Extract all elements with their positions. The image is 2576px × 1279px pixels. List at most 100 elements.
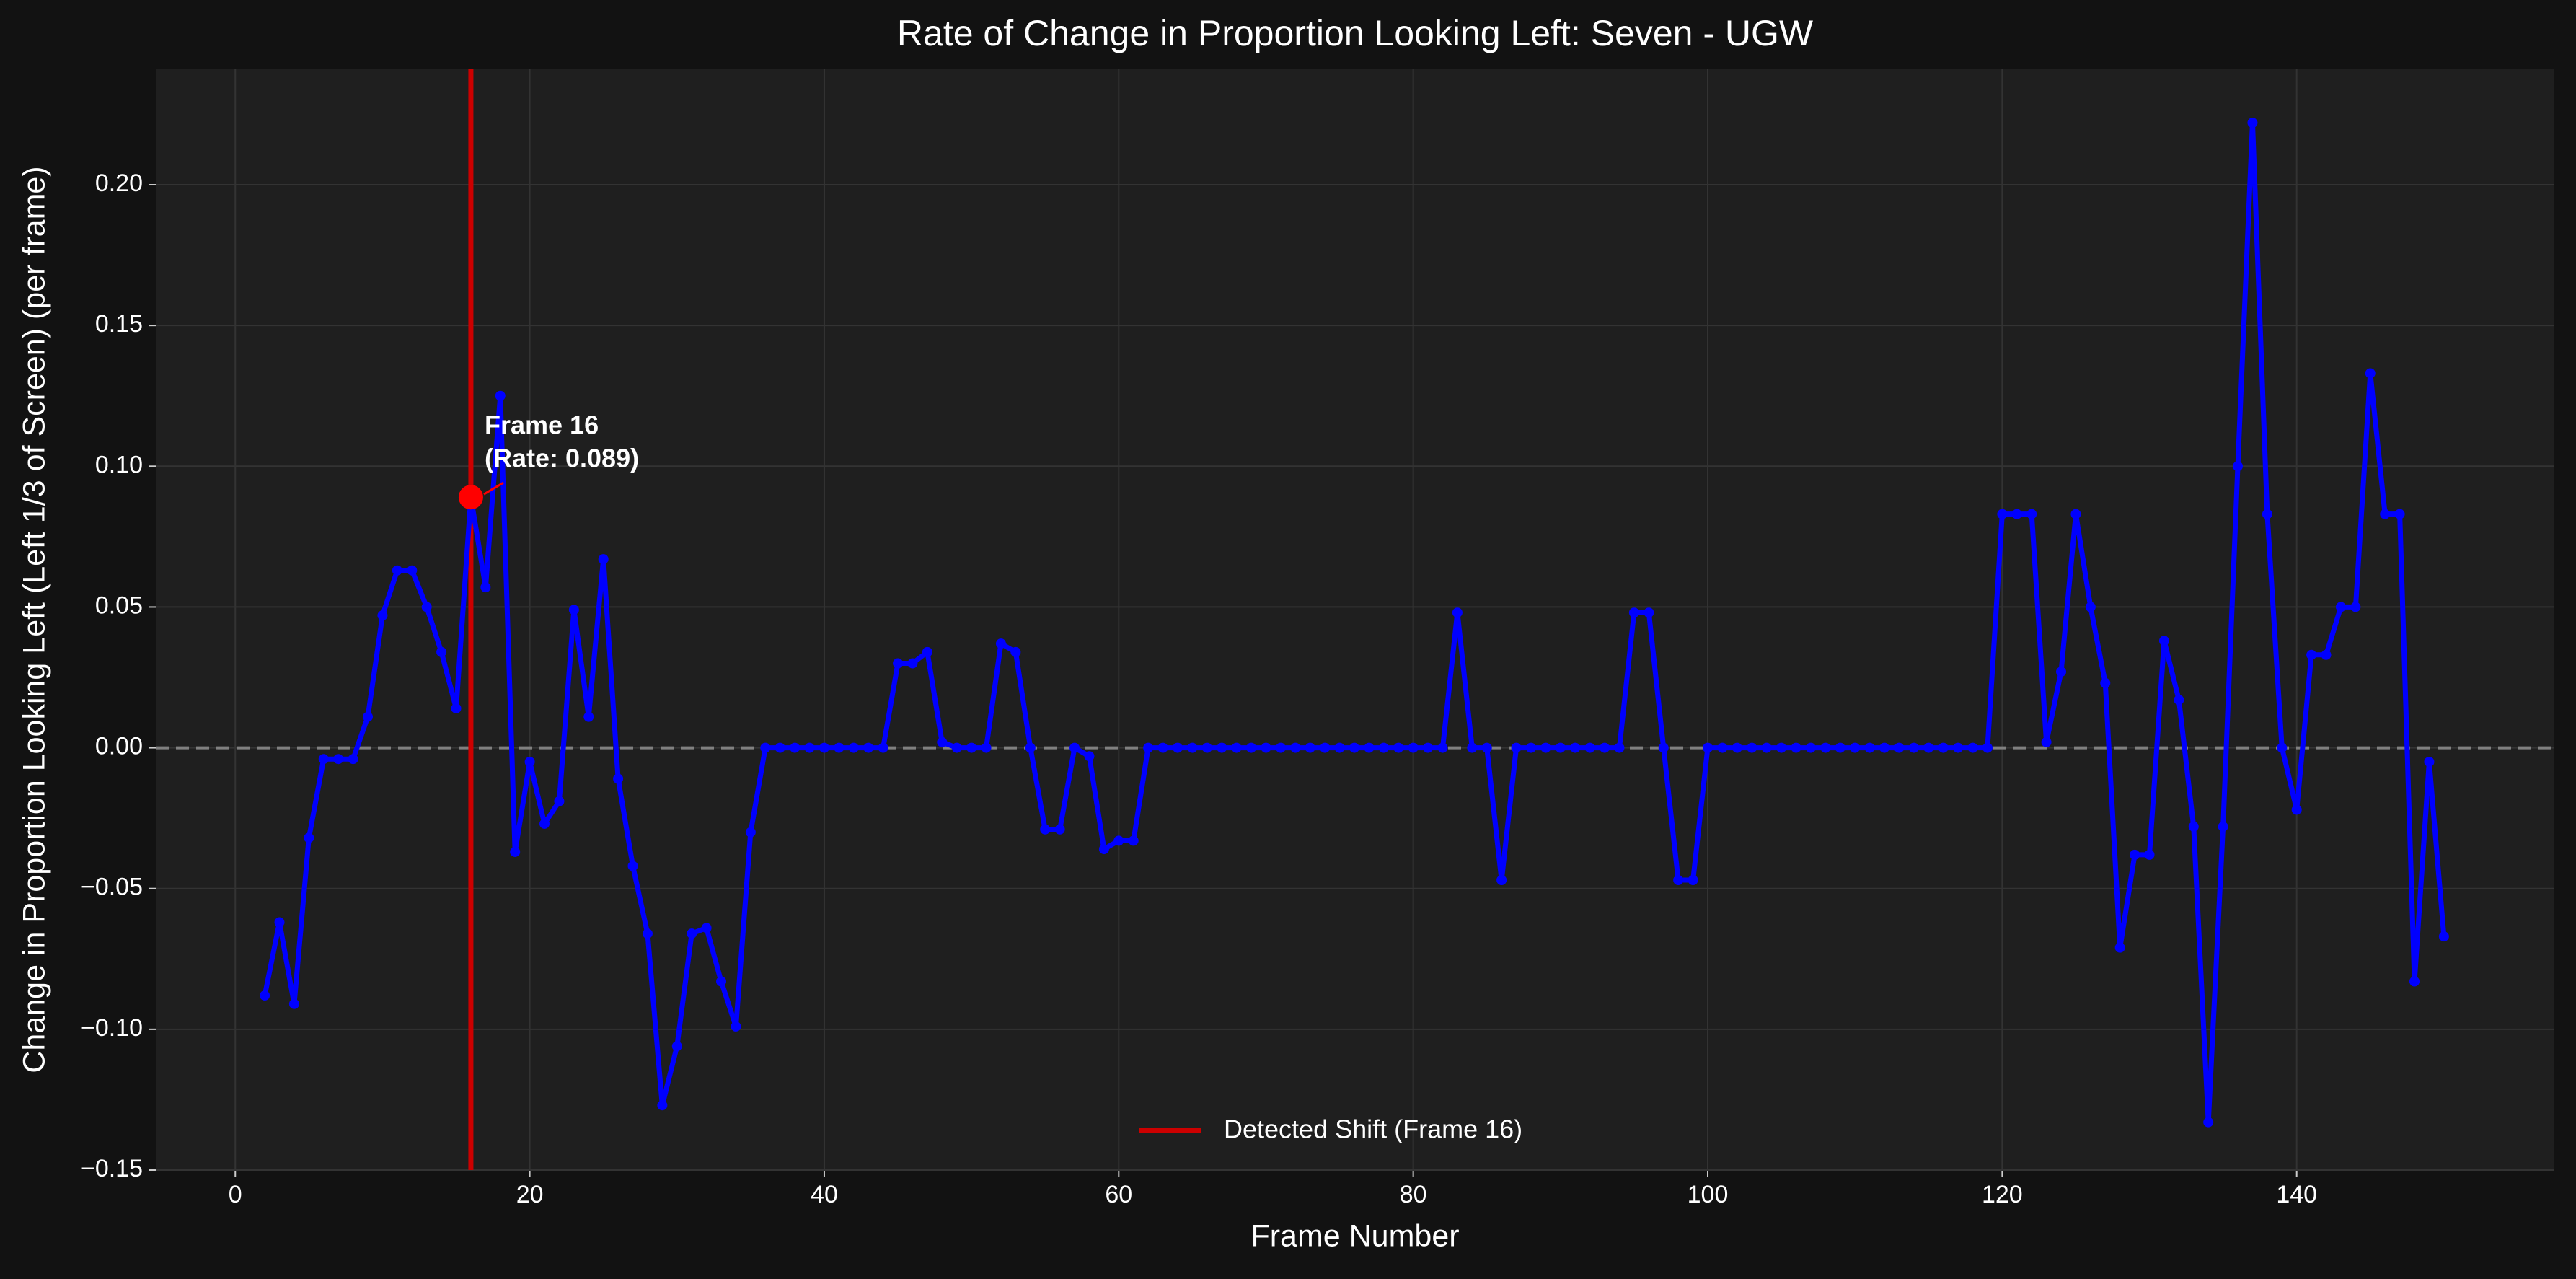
x-tick-label: 120 bbox=[1982, 1181, 2023, 1208]
data-point bbox=[848, 742, 859, 753]
data-point bbox=[2262, 509, 2272, 519]
data-point bbox=[1982, 742, 1993, 753]
data-point bbox=[1408, 742, 1419, 753]
data-point bbox=[2041, 737, 2052, 747]
data-point bbox=[1953, 742, 1964, 753]
data-point bbox=[1894, 742, 1905, 753]
data-point bbox=[2335, 602, 2346, 612]
y-tick-label: 0.15 bbox=[95, 310, 143, 338]
data-point bbox=[1098, 844, 1109, 855]
data-point bbox=[1172, 742, 1183, 753]
data-point bbox=[1364, 742, 1375, 753]
data-point bbox=[1201, 742, 1212, 753]
data-point bbox=[2100, 677, 2111, 688]
data-point bbox=[745, 827, 756, 838]
data-point bbox=[2130, 849, 2140, 860]
data-point bbox=[1010, 646, 1021, 657]
data-point bbox=[1688, 875, 1698, 886]
data-point bbox=[907, 658, 918, 669]
data-point bbox=[1791, 742, 1801, 753]
data-point bbox=[1776, 742, 1787, 753]
data-point bbox=[1805, 742, 1816, 753]
data-point bbox=[1702, 742, 1713, 753]
data-point bbox=[407, 565, 418, 576]
data-point bbox=[937, 737, 948, 747]
data-point bbox=[1747, 742, 1757, 753]
data-point bbox=[392, 565, 402, 576]
data-point bbox=[1820, 742, 1831, 753]
data-point bbox=[657, 1100, 668, 1111]
data-point bbox=[1423, 742, 1434, 753]
x-tick-label: 140 bbox=[2276, 1181, 2317, 1208]
y-tick-label: −0.10 bbox=[81, 1014, 143, 1042]
data-point bbox=[1525, 742, 1536, 753]
highlight-point bbox=[458, 485, 483, 510]
data-point bbox=[333, 754, 344, 765]
data-point bbox=[1261, 742, 1271, 753]
data-point bbox=[510, 846, 521, 857]
data-point bbox=[2306, 649, 2317, 660]
data-point bbox=[1320, 742, 1331, 753]
data-point bbox=[539, 818, 550, 829]
data-point bbox=[1908, 742, 1919, 753]
data-point bbox=[1732, 742, 1742, 753]
data-point bbox=[1850, 742, 1861, 753]
data-point bbox=[1673, 875, 1684, 886]
data-point bbox=[1540, 742, 1551, 753]
data-point bbox=[2291, 804, 2302, 815]
annotation-text: Frame 16 bbox=[485, 410, 599, 440]
y-tick-label: 0.10 bbox=[95, 451, 143, 478]
data-point bbox=[1644, 607, 1654, 618]
data-point bbox=[2409, 976, 2420, 987]
x-tick-label: 60 bbox=[1105, 1181, 1132, 1208]
data-point bbox=[2114, 942, 2125, 953]
chart-title: Rate of Change in Proportion Looking Lef… bbox=[897, 13, 1814, 53]
data-point bbox=[2026, 509, 2037, 519]
data-point bbox=[1511, 742, 1522, 753]
x-axis-label: Frame Number bbox=[1250, 1218, 1459, 1253]
data-point bbox=[1378, 742, 1389, 753]
data-point bbox=[1157, 742, 1168, 753]
data-point bbox=[2350, 602, 2361, 612]
plot-area bbox=[156, 69, 2554, 1170]
data-point bbox=[288, 998, 299, 1009]
data-point bbox=[554, 796, 565, 806]
data-point bbox=[878, 742, 888, 753]
data-point bbox=[834, 742, 844, 753]
data-point bbox=[1628, 607, 1639, 618]
data-point bbox=[1923, 742, 1934, 753]
data-point bbox=[716, 976, 727, 987]
data-point bbox=[568, 605, 579, 615]
data-point bbox=[981, 742, 992, 753]
data-point bbox=[377, 610, 388, 621]
data-point bbox=[1879, 742, 1890, 753]
data-point bbox=[1864, 742, 1875, 753]
data-point bbox=[613, 773, 624, 784]
data-point bbox=[304, 832, 314, 843]
data-point bbox=[2158, 636, 2169, 646]
legend-label: Detected Shift (Frame 16) bbox=[1224, 1115, 1522, 1144]
data-point bbox=[524, 757, 535, 768]
data-point bbox=[1334, 742, 1345, 753]
data-point bbox=[1717, 742, 1728, 753]
data-point bbox=[2380, 509, 2391, 519]
data-point bbox=[1496, 875, 1507, 886]
data-point bbox=[893, 658, 904, 669]
data-point bbox=[1393, 742, 1404, 753]
data-point bbox=[583, 711, 594, 722]
data-point bbox=[863, 742, 874, 753]
data-point bbox=[1217, 742, 1227, 753]
data-point bbox=[2188, 821, 2199, 832]
data-point bbox=[1452, 607, 1463, 618]
data-point bbox=[2277, 742, 2288, 753]
annotation-arrow bbox=[483, 481, 504, 496]
data-point bbox=[1187, 742, 1198, 753]
x-tick-label: 100 bbox=[1688, 1181, 1729, 1208]
data-point bbox=[1600, 742, 1610, 753]
data-point bbox=[1570, 742, 1581, 753]
data-point bbox=[790, 742, 800, 753]
y-tick-label: 0.20 bbox=[95, 170, 143, 197]
data-point bbox=[2247, 118, 2258, 128]
data-point bbox=[2321, 649, 2332, 660]
x-tick-label: 40 bbox=[811, 1181, 838, 1208]
